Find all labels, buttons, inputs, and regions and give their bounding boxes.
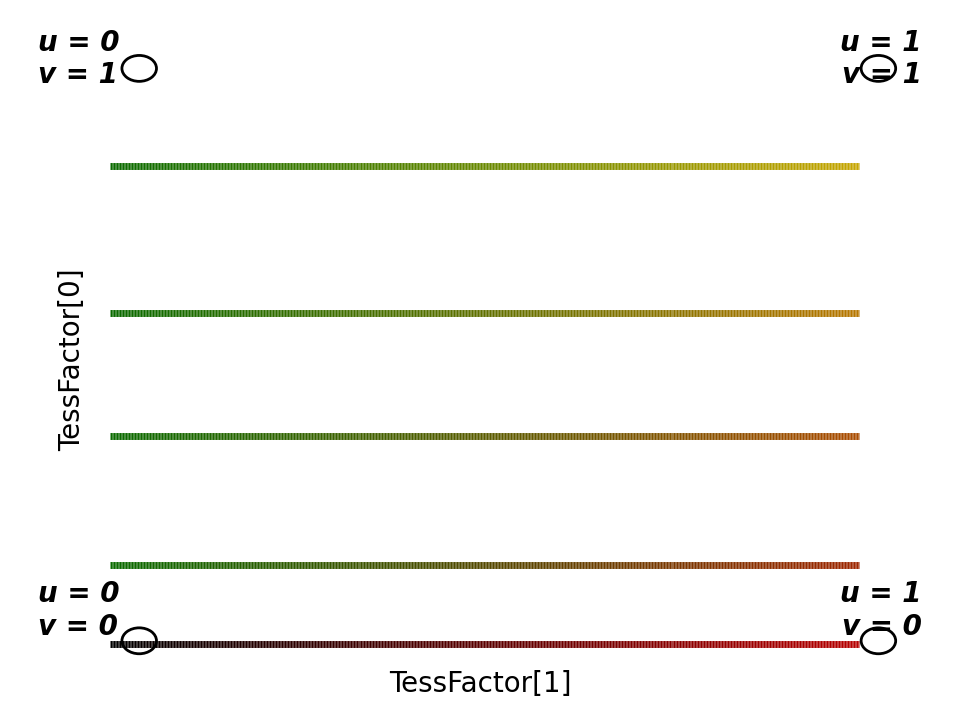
Text: u = 1
v = 0: u = 1 v = 0 [840,580,922,641]
Text: TessFactor[0]: TessFactor[0] [58,269,86,451]
Text: u = 0
v = 0: u = 0 v = 0 [38,580,120,641]
Text: u = 1
v = 1: u = 1 v = 1 [840,29,922,89]
Text: TessFactor[1]: TessFactor[1] [389,670,571,698]
Text: u = 0
v = 1: u = 0 v = 1 [38,29,120,89]
